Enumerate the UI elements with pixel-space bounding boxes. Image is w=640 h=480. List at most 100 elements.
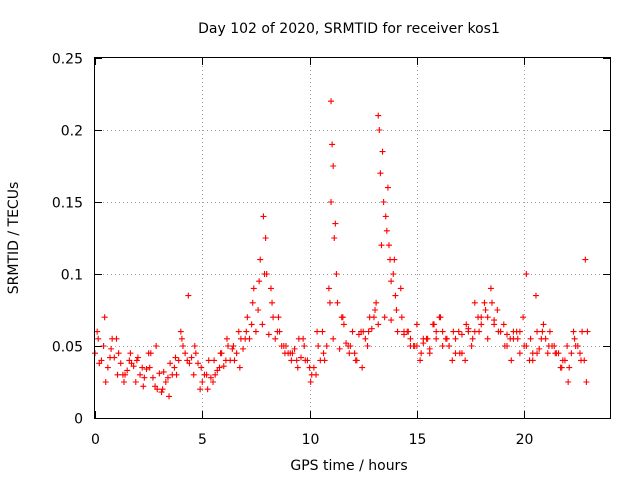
data-point	[565, 379, 572, 385]
data-point	[491, 321, 498, 328]
data-point	[203, 371, 210, 378]
data-point	[329, 141, 336, 148]
data-point	[488, 299, 495, 306]
data-point	[248, 321, 255, 328]
data-point	[383, 227, 390, 234]
data-point	[507, 335, 514, 342]
x-tick-label: 0	[91, 432, 100, 448]
data-point	[256, 278, 263, 285]
data-point	[185, 292, 192, 299]
data-point	[584, 328, 591, 335]
data-point	[139, 364, 146, 371]
data-point	[455, 328, 462, 335]
data-point	[544, 350, 551, 357]
data-point	[413, 321, 420, 328]
data-point	[117, 360, 124, 367]
data-point	[484, 335, 491, 342]
data-point	[288, 357, 295, 364]
data-point	[255, 307, 262, 313]
data-point	[325, 285, 332, 292]
data-point	[229, 345, 236, 352]
data-point	[269, 299, 276, 306]
data-point	[195, 360, 201, 367]
data-point	[302, 357, 309, 364]
data-point	[500, 321, 507, 328]
data-point	[532, 292, 539, 299]
data-point	[301, 343, 308, 349]
data-point	[365, 328, 372, 335]
data-point	[476, 328, 483, 335]
data-point	[583, 379, 590, 385]
data-point	[262, 235, 269, 241]
data-point	[551, 343, 558, 349]
data-point	[291, 345, 298, 352]
data-point	[368, 325, 375, 332]
data-point	[276, 328, 283, 335]
data-point	[250, 285, 257, 292]
data-point	[385, 242, 392, 249]
data-point	[338, 314, 345, 321]
data-point	[314, 328, 321, 335]
data-point	[478, 314, 485, 321]
data-point	[431, 321, 438, 328]
data-point	[373, 299, 380, 306]
data-point	[538, 335, 545, 342]
data-point	[557, 364, 564, 371]
data-point	[407, 343, 414, 349]
data-point	[504, 331, 510, 338]
data-point	[192, 350, 199, 357]
data-point	[143, 366, 150, 373]
data-point	[568, 350, 575, 357]
data-point	[497, 328, 504, 335]
data-point	[478, 321, 485, 328]
data-point	[230, 343, 237, 349]
data-point	[349, 328, 356, 335]
data-point	[198, 364, 205, 371]
data-point	[115, 350, 122, 357]
data-point	[381, 314, 388, 321]
data-point	[140, 383, 147, 390]
data-point	[514, 335, 521, 342]
data-point	[345, 343, 352, 349]
data-point	[132, 379, 139, 385]
data-point	[233, 350, 240, 357]
data-point	[127, 350, 134, 357]
data-point	[330, 163, 337, 169]
data-point	[359, 364, 366, 371]
x-tick-labels: 0 5 10 15 20	[91, 432, 533, 448]
data-point	[95, 335, 102, 342]
data-point	[353, 357, 360, 364]
data-point	[225, 343, 232, 349]
data-point	[159, 386, 166, 393]
data-point	[133, 357, 140, 364]
data-point	[572, 343, 579, 349]
data-point	[331, 235, 338, 241]
data-point	[553, 350, 560, 357]
data-point	[332, 220, 339, 227]
data-point	[205, 357, 212, 364]
data-point	[458, 350, 465, 357]
data-point	[380, 199, 387, 205]
y-axis-label: SRMTID / TECUs	[6, 182, 22, 295]
y-tick-label: 0.2	[61, 124, 83, 140]
data-point	[334, 299, 341, 306]
data-point	[153, 343, 160, 349]
data-point	[162, 379, 169, 385]
data-point	[236, 364, 243, 371]
data-point	[257, 256, 264, 263]
data-point	[211, 357, 218, 364]
data-point	[220, 363, 227, 370]
data-point	[443, 335, 450, 342]
data-point	[559, 357, 566, 364]
data-point	[527, 335, 534, 342]
data-point	[261, 271, 268, 277]
data-point	[306, 364, 313, 371]
data-point	[375, 321, 382, 328]
data-point	[364, 343, 371, 349]
data-point	[484, 314, 491, 321]
data-point	[167, 360, 174, 367]
data-point	[315, 343, 322, 349]
data-point	[184, 357, 191, 364]
data-point	[546, 328, 553, 335]
data-point	[463, 321, 470, 328]
